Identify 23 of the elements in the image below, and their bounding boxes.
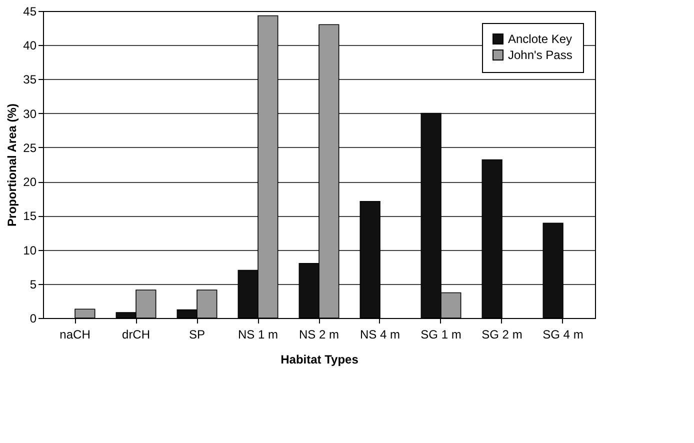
y-tick-label: 15 (23, 209, 37, 224)
y-tick-label: 10 (23, 243, 37, 258)
x-tick-label: SG 4 m (542, 328, 584, 342)
y-tick-label: 40 (23, 38, 37, 53)
y-tick-label: 0 (30, 312, 37, 326)
x-tick-label: NS 2 m (298, 328, 340, 342)
x-tick-label: NS 1 m (238, 328, 278, 342)
x-tick-label: SG 1 m (420, 328, 462, 342)
x-tick-label: SG 2 m (482, 328, 522, 342)
x-tick-label: drCH (122, 328, 150, 342)
x-axis-title: Habitat Types (280, 352, 359, 366)
y-tick-label: 35 (23, 72, 37, 87)
x-tick-label: naCH (60, 328, 90, 342)
y-tick-label: 30 (23, 106, 37, 121)
y-tick-label: 5 (30, 277, 37, 292)
x-tick-label: SP (189, 328, 206, 342)
legend-label: John's Pass (508, 48, 572, 62)
x-tick-label: NS 4 m (360, 328, 400, 342)
y-axis-title: Proportional Area (%) (5, 104, 20, 226)
y-tick-label: 45 (23, 4, 37, 18)
y-tick-label: 25 (23, 140, 37, 155)
legend-label: Anclote Key (508, 32, 572, 46)
y-tick-label: 20 (23, 175, 37, 190)
